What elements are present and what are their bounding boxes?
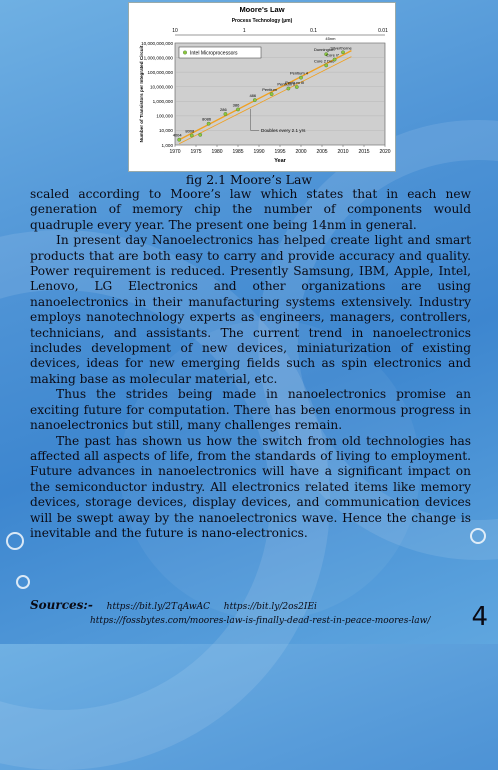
page-number: 4 <box>471 602 488 632</box>
x-tick-label: 1970 <box>169 149 180 155</box>
x-tick-label: 2005 <box>316 149 327 155</box>
point-label: Pentium 4 <box>290 71 309 76</box>
y-tick-label: 100,000 <box>156 114 173 119</box>
y-tick-label: 10,000,000,000 <box>141 41 173 46</box>
sources-label: Sources:- <box>30 598 93 612</box>
x-tick-label: 2015 <box>358 149 369 155</box>
data-point <box>287 87 290 90</box>
data-point <box>333 58 336 61</box>
legend-marker <box>183 51 187 55</box>
data-point <box>190 134 193 137</box>
x-tick-label: 1975 <box>190 149 201 155</box>
data-point <box>325 64 328 67</box>
point-label: 4004 <box>173 133 183 138</box>
data-point <box>207 122 210 125</box>
data-point <box>199 133 202 136</box>
legend-label: Intel Microprocessors <box>190 50 238 56</box>
paragraph: In present day Nanoelectronics has helpe… <box>30 233 471 387</box>
data-point <box>341 51 344 54</box>
top-note: 45nm <box>325 36 336 41</box>
chart-title: Moore's Law <box>239 5 284 14</box>
point-label: 386 <box>233 102 240 107</box>
data-point <box>295 85 298 88</box>
x-tick-label: 2000 <box>295 149 306 155</box>
article-body: scaled according to Moore’s law which st… <box>30 187 471 541</box>
y-tick-label: 100,000,000 <box>147 70 173 75</box>
y-tick-label: 10,000,000 <box>150 85 173 90</box>
paragraph: Thus the strides being made in nanoelect… <box>30 387 471 433</box>
x-tick-label: 1990 <box>253 149 264 155</box>
x-tick-label: 2020 <box>379 149 390 155</box>
sources: Sources:- https://bit.ly/2TqAwAC https:/… <box>30 598 470 626</box>
moores-law-figure: Moore's Law Process Technology (µm) 10 1 0.1… <box>128 2 396 172</box>
x-tick-label: 1985 <box>232 149 243 155</box>
y-tick-label: 10,000 <box>159 128 173 133</box>
point-label: Pentium III <box>285 80 304 85</box>
y-tick-label: 1,000 <box>162 143 174 148</box>
point-label: Pentium <box>262 87 277 92</box>
figure-caption: fig 2.1 Moore’s Law <box>0 172 498 187</box>
data-point <box>299 76 302 79</box>
data-point <box>236 108 239 111</box>
y-axis-label: Number of Transistors per Integrated Cir… <box>139 45 144 142</box>
top-tick-label: 1 <box>243 28 246 34</box>
source-link-3[interactable]: https://fossbytes.com/moores-law-is-fina… <box>90 616 470 626</box>
data-point <box>178 138 181 141</box>
top-axis-label: Process Technology (µm) <box>232 18 293 24</box>
source-link-1[interactable]: https://bit.ly/2TqAwAC <box>107 602 210 612</box>
x-tick-label: 1995 <box>274 149 285 155</box>
y-tick-label: 1,000,000,000 <box>144 55 174 60</box>
y-tick-label: 1,000,000 <box>153 99 174 104</box>
point-label: 8086 <box>202 117 212 122</box>
data-point <box>253 98 256 101</box>
point-label: 486 <box>249 93 256 98</box>
trend-note: Doubles every 2.1 yrs <box>261 128 306 133</box>
top-tick-label: 0.01 <box>378 28 388 34</box>
point-label: Silverthorne <box>330 45 352 50</box>
x-axis-label: Year <box>274 158 286 164</box>
point-label: Core 2 Duo <box>314 58 335 63</box>
point-label: 8008 <box>185 128 195 133</box>
x-tick-label: 2010 <box>337 149 348 155</box>
paragraph: scaled according to Moore’s law which st… <box>30 187 471 233</box>
point-label: Core i7 <box>326 53 340 58</box>
moores-law-chart: Moore's Law Process Technology (µm) 10 1 0.1… <box>129 3 395 171</box>
source-link-2[interactable]: https://bit.ly/2os2IEi <box>224 602 317 612</box>
x-tick-label: 1980 <box>211 149 222 155</box>
top-tick-label: 0.1 <box>310 28 317 34</box>
data-point <box>224 112 227 115</box>
data-point <box>270 92 273 95</box>
paragraph: The past has shown us how the switch fro… <box>30 434 471 542</box>
top-tick-label: 10 <box>172 28 178 34</box>
point-label: 286 <box>220 107 227 112</box>
